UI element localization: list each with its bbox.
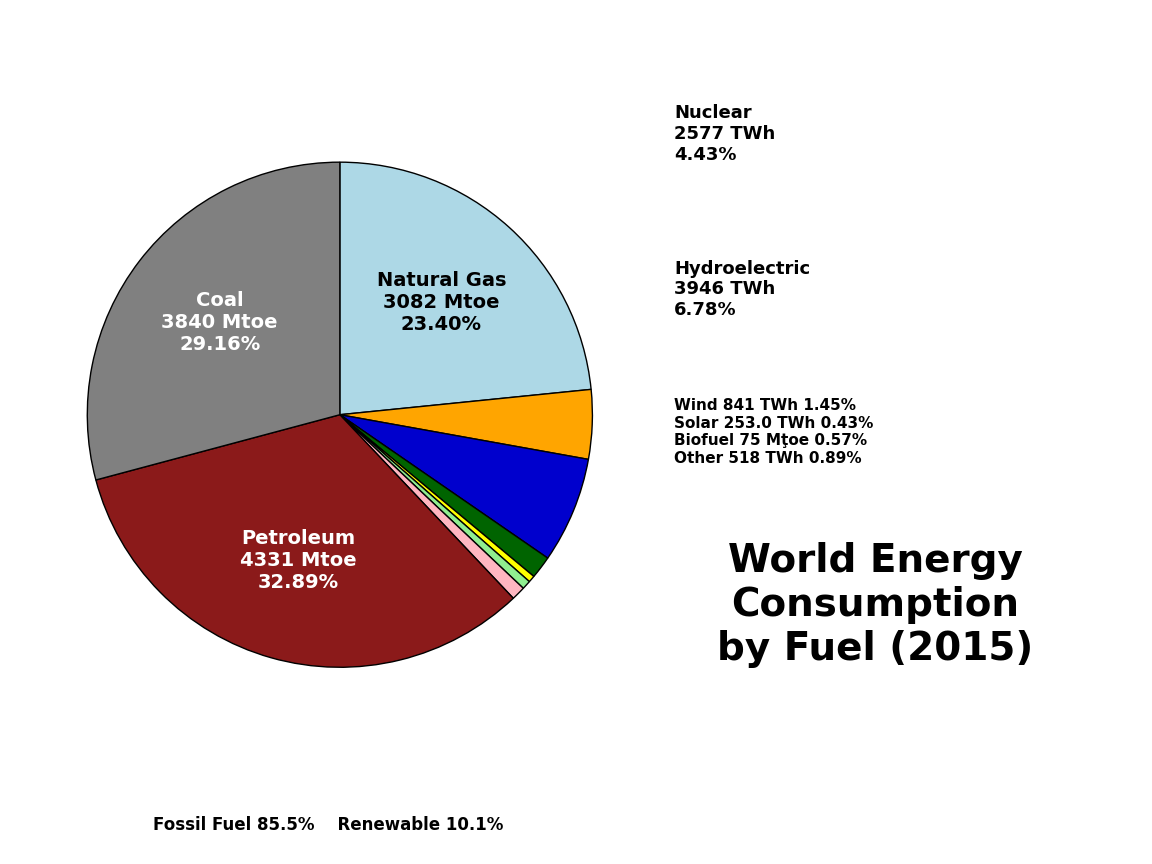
Wedge shape [340, 390, 592, 460]
Text: Coal
3840 Mtoe
29.16%: Coal 3840 Mtoe 29.16% [161, 291, 278, 354]
Wedge shape [340, 162, 591, 415]
Wedge shape [340, 415, 533, 581]
Text: World Energy
Consumption
by Fuel (2015): World Energy Consumption by Fuel (2015) [718, 542, 1033, 668]
Wedge shape [88, 162, 340, 480]
Text: Wind 841 TWh 1.45%
Solar 253.0 TWh 0.43%
Biofuel 75 Mţoe 0.57%
Other 518 TWh 0.8: Wind 841 TWh 1.45% Solar 253.0 TWh 0.43%… [674, 398, 873, 466]
Text: Petroleum
4331 Mtoe
32.89%: Petroleum 4331 Mtoe 32.89% [241, 529, 357, 592]
Wedge shape [340, 415, 523, 598]
Wedge shape [340, 415, 589, 558]
Text: Nuclear
2577 TWh
4.43%: Nuclear 2577 TWh 4.43% [674, 105, 775, 163]
Text: Natural Gas
3082 Mtoe
23.40%: Natural Gas 3082 Mtoe 23.40% [377, 270, 506, 334]
Text: Hydroelectric
3946 TWh
6.78%: Hydroelectric 3946 TWh 6.78% [674, 260, 810, 319]
Wedge shape [340, 415, 530, 588]
Text: Fossil Fuel 85.5%    Renewable 10.1%: Fossil Fuel 85.5% Renewable 10.1% [153, 816, 503, 834]
Wedge shape [340, 415, 547, 576]
Wedge shape [96, 415, 514, 667]
